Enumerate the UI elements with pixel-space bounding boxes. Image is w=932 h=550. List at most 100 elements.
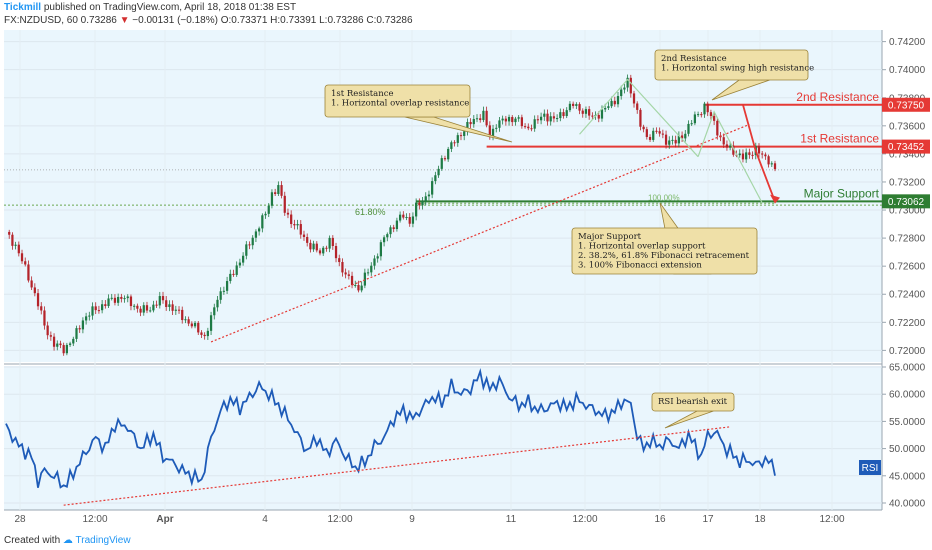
candle-body xyxy=(101,304,104,311)
candle-body xyxy=(187,319,190,324)
candle-body xyxy=(91,306,94,316)
candle-body xyxy=(639,109,642,127)
candle-body xyxy=(312,243,315,250)
candle-body xyxy=(24,261,27,265)
candle-body xyxy=(318,250,322,254)
candle-body xyxy=(290,214,293,225)
price-tick-label: 0.73600 xyxy=(889,121,926,132)
candle-body xyxy=(495,127,498,129)
second-resistance-callout-line: 1. Horizontal swing high resistance xyxy=(661,64,814,74)
tradingview-link[interactable]: TradingView xyxy=(75,535,131,546)
price-tick-label: 0.72800 xyxy=(889,234,926,245)
candle-body xyxy=(642,126,645,130)
candle-body xyxy=(687,123,690,134)
candle-body xyxy=(46,325,49,336)
candle-body xyxy=(761,153,764,155)
candle-body xyxy=(450,142,453,149)
candle-body xyxy=(661,133,664,135)
candle-body xyxy=(405,217,408,219)
candle-body xyxy=(600,109,604,119)
candle-body xyxy=(341,262,344,273)
candle-body xyxy=(81,320,85,330)
publisher-name[interactable]: Tickmill xyxy=(4,2,42,13)
candle-body xyxy=(725,144,729,148)
candle-body xyxy=(325,247,328,249)
candle-body xyxy=(213,307,216,316)
candle-body xyxy=(366,272,370,274)
candle-body xyxy=(504,118,507,122)
candle-body xyxy=(168,304,171,307)
candle-body xyxy=(225,281,229,291)
candle-body xyxy=(415,202,418,217)
candle-body xyxy=(498,120,501,128)
candle-body xyxy=(59,343,62,346)
publish-line: Tickmill published on TradingView.com, A… xyxy=(4,2,296,13)
candle-body xyxy=(466,121,469,132)
candle-body xyxy=(104,304,107,307)
candle-body xyxy=(565,110,568,117)
major-support-tag xyxy=(882,194,930,209)
time-axis[interactable]: 28 12:00 Apr 4 12:00 9 11 12:00 16 17 18 12:00 xyxy=(14,514,845,525)
candle-body xyxy=(536,119,540,121)
candle-body xyxy=(222,290,226,292)
candle-body xyxy=(88,315,91,317)
candle-body xyxy=(549,116,552,122)
candle-body xyxy=(49,335,52,337)
projection-arrowhead xyxy=(770,194,780,204)
time-tick-label: 12:00 xyxy=(327,514,352,525)
candle-body xyxy=(652,130,655,140)
chart-footer: Created with ☁ TradingView xyxy=(0,530,932,550)
candle-body xyxy=(296,224,299,226)
price-tick-label: 0.72000 xyxy=(889,346,926,357)
candle-body xyxy=(648,136,652,140)
candle-body xyxy=(107,298,110,307)
time-tick-label: 11 xyxy=(506,514,517,525)
candle-body xyxy=(354,284,357,286)
candle-body xyxy=(507,117,511,122)
rsi-tick-label: 60.0000 xyxy=(889,390,926,401)
candle-body xyxy=(370,265,373,273)
candle-body xyxy=(745,152,748,160)
candle-body xyxy=(110,297,113,299)
time-tick-label: 16 xyxy=(654,514,666,525)
candle-body xyxy=(488,125,491,138)
candle-body xyxy=(251,237,254,246)
candle-body xyxy=(680,135,684,139)
candle-body xyxy=(572,103,575,106)
candle-body xyxy=(559,112,562,119)
candle-body xyxy=(629,77,632,94)
candle-body xyxy=(539,116,543,121)
candle-body xyxy=(52,336,56,347)
candle-body xyxy=(158,296,161,306)
rsi-tick-label: 65.0000 xyxy=(889,363,926,374)
candle-body xyxy=(117,296,120,303)
level-labels: 0.73750 0.73452 0.73062 2nd Resistance 1st R… xyxy=(355,90,930,475)
candle-body xyxy=(171,304,174,311)
candle-body xyxy=(264,213,267,216)
first-resistance-callout-line: 1. Horizontal overlap resistance xyxy=(331,99,469,109)
candle-body xyxy=(238,262,242,266)
candle-body xyxy=(456,135,459,143)
rsi-tick-label: 40.0000 xyxy=(889,499,926,510)
candle-body xyxy=(607,106,610,108)
time-tick-label: 9 xyxy=(409,514,415,525)
candle-body xyxy=(773,163,777,170)
candle-body xyxy=(613,100,616,105)
candle-body xyxy=(248,244,251,246)
candlestick-series xyxy=(8,74,777,356)
candle-body xyxy=(142,305,145,313)
candle-body xyxy=(427,194,431,197)
created-with-text: Created with xyxy=(4,535,61,546)
candle-body xyxy=(578,104,581,111)
projection-arrow xyxy=(742,104,776,202)
time-tick-label: 17 xyxy=(702,514,714,525)
candle-body xyxy=(161,296,165,301)
price-trendline xyxy=(210,123,750,343)
candle-body xyxy=(527,126,530,129)
candle-body xyxy=(43,310,46,326)
candle-body xyxy=(658,131,661,134)
candle-body xyxy=(447,148,450,160)
rsi-axis[interactable]: 65.0000 60.0000 55.0000 50.0000 45.0000 40.00… xyxy=(882,363,926,510)
candle-body xyxy=(584,109,588,114)
